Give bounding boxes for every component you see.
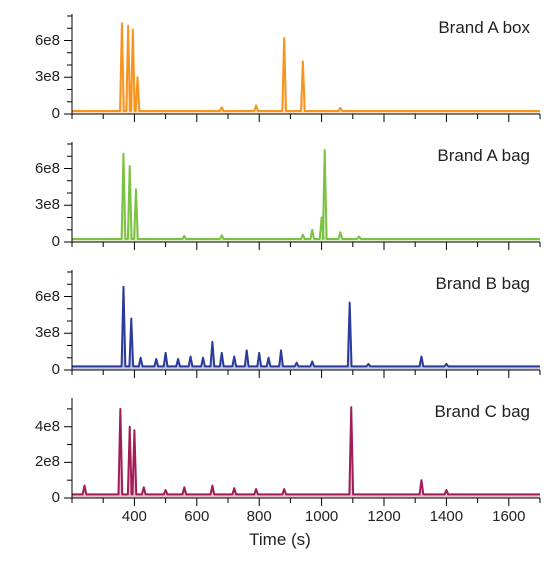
panel-1-ytick-label: 6e8 — [0, 160, 60, 177]
panel-1-ytick-label: 3e8 — [0, 196, 60, 213]
xtick-label: 400 — [109, 508, 159, 525]
panel-1-label: Brand A bag — [437, 146, 530, 166]
panel-0-ytick-label: 3e8 — [0, 68, 60, 85]
panel-3-ytick-label: 0 — [0, 489, 60, 506]
xtick-label: 600 — [172, 508, 222, 525]
xtick-label: 1400 — [421, 508, 471, 525]
figure: 0 3e8 6e8 Brand A box 0 3e8 6e8 Brand A bag 0 3e8… — [0, 0, 560, 574]
panel-3-label: Brand C bag — [435, 402, 530, 422]
panel-2-fill — [72, 287, 540, 370]
panel-1-ytick-label: 0 — [0, 233, 60, 250]
xlabel: Time (s) — [0, 530, 560, 550]
panel-3-ytick-label: 2e8 — [0, 453, 60, 470]
panel-0-ytick-label: 0 — [0, 105, 60, 122]
xtick-label: 800 — [234, 508, 284, 525]
xtick-label: 1200 — [359, 508, 409, 525]
panel-0-label: Brand A box — [438, 18, 530, 38]
panel-2-label: Brand B bag — [435, 274, 530, 294]
xtick-label: 1600 — [484, 508, 534, 525]
panel-0-ytick-label: 6e8 — [0, 32, 60, 49]
xtick-label: 1000 — [297, 508, 347, 525]
panel-2-ytick-label: 3e8 — [0, 324, 60, 341]
panel-2-ytick-label: 0 — [0, 361, 60, 378]
panel-2-ytick-label: 6e8 — [0, 288, 60, 305]
panel-2-trace — [72, 287, 540, 367]
panel-3-ytick-label: 4e8 — [0, 418, 60, 435]
